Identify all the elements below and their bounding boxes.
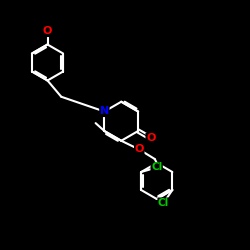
Text: N: N <box>100 106 109 117</box>
Text: Cl: Cl <box>151 162 162 172</box>
Text: O: O <box>134 144 144 154</box>
Text: O: O <box>43 26 52 36</box>
Text: O: O <box>146 133 156 143</box>
Text: Cl: Cl <box>158 198 169 208</box>
